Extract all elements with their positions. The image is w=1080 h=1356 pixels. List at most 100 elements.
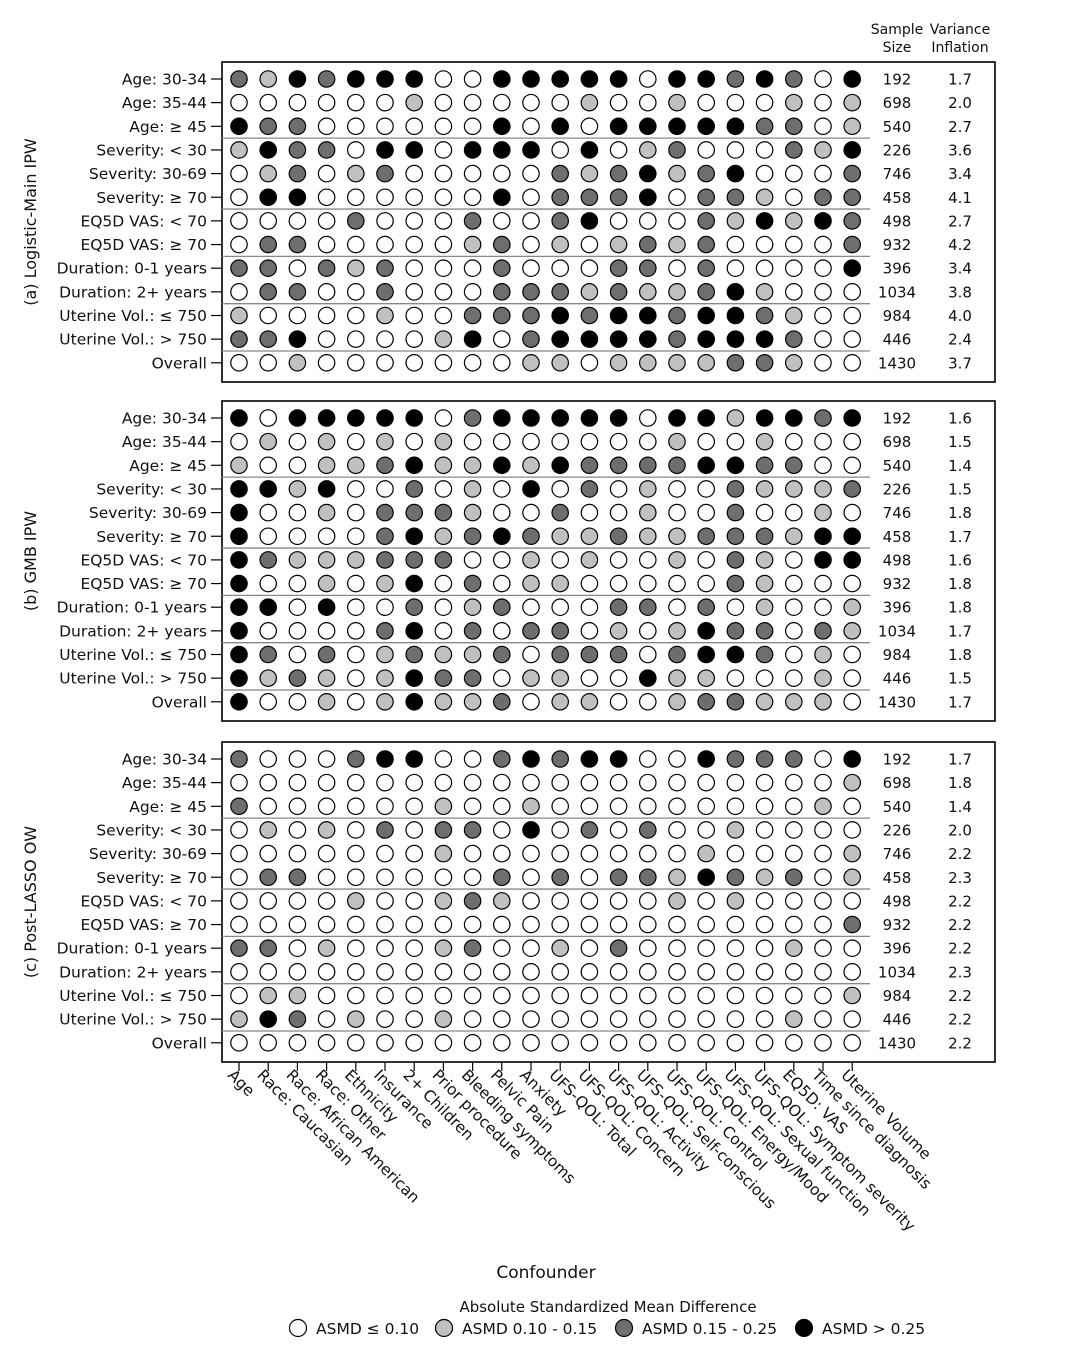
variance-inflation-value: 1.5 [948, 480, 972, 498]
asmd-dot [376, 93, 394, 112]
asmd-dot [522, 141, 540, 159]
asmd-dot [551, 915, 569, 934]
asmd-dot [522, 259, 540, 277]
variance-inflation-value: 2.4 [948, 331, 972, 349]
asmd-dot [668, 574, 686, 593]
asmd-dot [697, 456, 715, 475]
sample-size-value: 192 [883, 410, 912, 428]
asmd-dot [609, 939, 628, 957]
asmd-dot [522, 527, 540, 546]
asmd-dot [259, 939, 277, 957]
asmd-dot [288, 750, 307, 768]
sample-size-value: 1034 [878, 283, 916, 301]
asmd-dot [376, 574, 394, 593]
asmd-dot [317, 480, 336, 498]
asmd-dot [463, 353, 482, 372]
asmd-dot [259, 353, 277, 372]
sample-size-value: 932 [883, 575, 912, 593]
asmd-dot [843, 212, 861, 230]
asmd-dot [609, 692, 628, 711]
asmd-dot [259, 283, 277, 301]
legend-swatch [614, 1318, 634, 1338]
asmd-dot [492, 188, 511, 207]
asmd-dot [492, 70, 511, 88]
asmd-dot [463, 330, 482, 348]
asmd-dot [697, 986, 715, 1005]
asmd-dot [492, 915, 511, 934]
asmd-dot [755, 306, 774, 325]
asmd-dot [405, 797, 423, 816]
asmd-dot [405, 409, 423, 427]
panel-3: (c) Post-LASSO OW Age: 30-34 192 1.7 Age: 35… [21, 741, 996, 1063]
asmd-dot [726, 259, 745, 277]
asmd-dot [755, 939, 774, 957]
asmd-dot [668, 93, 686, 112]
asmd-dot [317, 645, 336, 664]
asmd-dot [492, 868, 511, 887]
asmd-dot [259, 622, 277, 640]
asmd-dot [434, 844, 453, 863]
asmd-dot [317, 164, 336, 183]
asmd-dot [755, 409, 774, 427]
asmd-dot [580, 1034, 599, 1052]
asmd-dot [522, 797, 540, 816]
variance-inflation-value: 1.4 [948, 457, 972, 475]
asmd-dot [609, 551, 628, 569]
asmd-dot [580, 432, 599, 451]
asmd-dot [843, 432, 861, 451]
row-label: Severity: < 30 [96, 480, 207, 498]
asmd-dot [463, 551, 482, 569]
asmd-dot [668, 527, 686, 546]
asmd-dot [376, 409, 394, 427]
asmd-dot [317, 330, 336, 348]
asmd-dot [434, 70, 453, 88]
asmd-dot [346, 1010, 365, 1028]
variance-inflation-value: 2.2 [948, 892, 972, 910]
asmd-dot [376, 892, 394, 910]
asmd-dot [697, 480, 715, 498]
asmd-dot [405, 70, 423, 88]
asmd-dot [463, 93, 482, 112]
asmd-dot [697, 963, 715, 981]
asmd-dot [697, 821, 715, 839]
asmd-dot [726, 622, 745, 640]
sample-size-value: 698 [883, 774, 912, 792]
asmd-dot [376, 645, 394, 664]
asmd-dot [288, 892, 307, 910]
asmd-dot [580, 330, 599, 348]
asmd-dot [697, 598, 715, 616]
asmd-dot [638, 141, 657, 159]
asmd-dot [609, 164, 628, 183]
asmd-dot [697, 551, 715, 569]
asmd-dot [317, 235, 336, 254]
asmd-dot [580, 622, 599, 640]
asmd-dot [755, 986, 774, 1005]
variance-inflation-value: 2.3 [948, 869, 972, 887]
asmd-dot [288, 551, 307, 569]
asmd-dot [726, 503, 745, 522]
row-label: Overall [152, 354, 207, 372]
asmd-dot [843, 986, 861, 1005]
row-label: Uterine Vol.: ≤ 750 [59, 646, 207, 664]
variance-inflation-value: 1.8 [948, 599, 972, 617]
asmd-dot [317, 1034, 336, 1052]
asmd-dot [668, 117, 686, 136]
asmd-dot [288, 188, 307, 207]
asmd-dot [755, 645, 774, 664]
asmd-dot [668, 645, 686, 664]
asmd-dot [346, 70, 365, 88]
asmd-dot [814, 93, 832, 112]
asmd-dot [814, 645, 832, 664]
asmd-dot [288, 480, 307, 498]
asmd-dot [609, 259, 628, 277]
row-label: Severity: ≥ 70 [96, 869, 207, 887]
asmd-dot [230, 235, 248, 254]
asmd-dot [346, 93, 365, 112]
asmd-dot [580, 480, 599, 498]
asmd-dot [346, 844, 365, 863]
asmd-dot [638, 117, 657, 136]
asmd-dot [697, 259, 715, 277]
asmd-dot [668, 432, 686, 451]
asmd-dot [609, 409, 628, 427]
asmd-dot [259, 821, 277, 839]
